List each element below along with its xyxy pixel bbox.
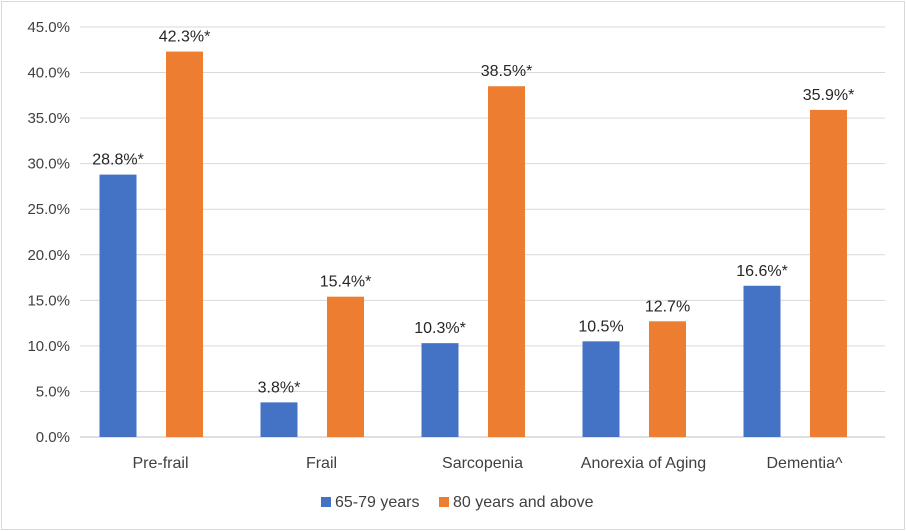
x-category-label: Anorexia of Aging [581, 455, 706, 472]
x-category-label: Dementia^ [767, 455, 843, 472]
y-tick-label: 40.0% [27, 65, 70, 82]
data-label: 10.5% [578, 318, 623, 335]
bar-series1 [421, 343, 459, 437]
legend-swatch [439, 497, 449, 507]
bar-series2 [488, 86, 525, 437]
legend-label: 65-79 years [335, 494, 420, 511]
bar-series2 [810, 109, 847, 438]
y-tick-label: 15.0% [27, 292, 70, 309]
data-label: 38.5%* [481, 63, 533, 80]
bar-series1 [743, 285, 781, 437]
legend-swatch [321, 497, 331, 507]
data-label: 15.4%* [320, 274, 372, 291]
y-tick-label: 20.0% [27, 247, 70, 264]
data-label: 10.3%* [414, 320, 466, 337]
x-category-label: Pre-frail [132, 455, 188, 472]
bar-series1 [99, 174, 137, 437]
bars [99, 51, 847, 438]
y-tick-label: 10.0% [27, 338, 70, 355]
y-axis: 0.0% 5.0% 10.0% 15.0% 20.0% 25.0% 30.0% 35.0% 40… [27, 19, 885, 446]
x-category-label: Frail [306, 455, 337, 472]
bar-series2 [166, 51, 203, 437]
y-tick-label: 30.0% [27, 156, 70, 173]
bar-series1 [582, 341, 620, 437]
bar-series2 [327, 296, 364, 437]
data-label: 42.3%* [159, 29, 211, 46]
x-axis: Pre-frail Frail Sarcopenia Anorexia of Agin… [132, 455, 842, 472]
data-label: 16.6%* [736, 263, 788, 280]
legend: 65-79 years 80 years and above [321, 494, 594, 511]
data-label: 28.8%* [92, 152, 144, 169]
legend-label: 80 years and above [453, 494, 594, 511]
data-label: 35.9%* [803, 87, 855, 104]
x-category-label: Sarcopenia [442, 455, 523, 472]
data-label: 12.7% [645, 298, 690, 315]
y-tick-label: 5.0% [36, 383, 70, 400]
y-tick-label: 25.0% [27, 201, 70, 218]
bar-series1 [260, 402, 298, 437]
y-tick-label: 45.0% [27, 19, 70, 36]
data-label: 3.8%* [258, 379, 301, 396]
data-labels: 28.8%* 42.3%* 3.8%* 15.4%* 10.3%* 38.5%* 10.5%… [92, 29, 854, 397]
bar-series2 [649, 321, 686, 437]
y-tick-label: 35.0% [27, 110, 70, 127]
y-tick-label: 0.0% [36, 429, 70, 446]
